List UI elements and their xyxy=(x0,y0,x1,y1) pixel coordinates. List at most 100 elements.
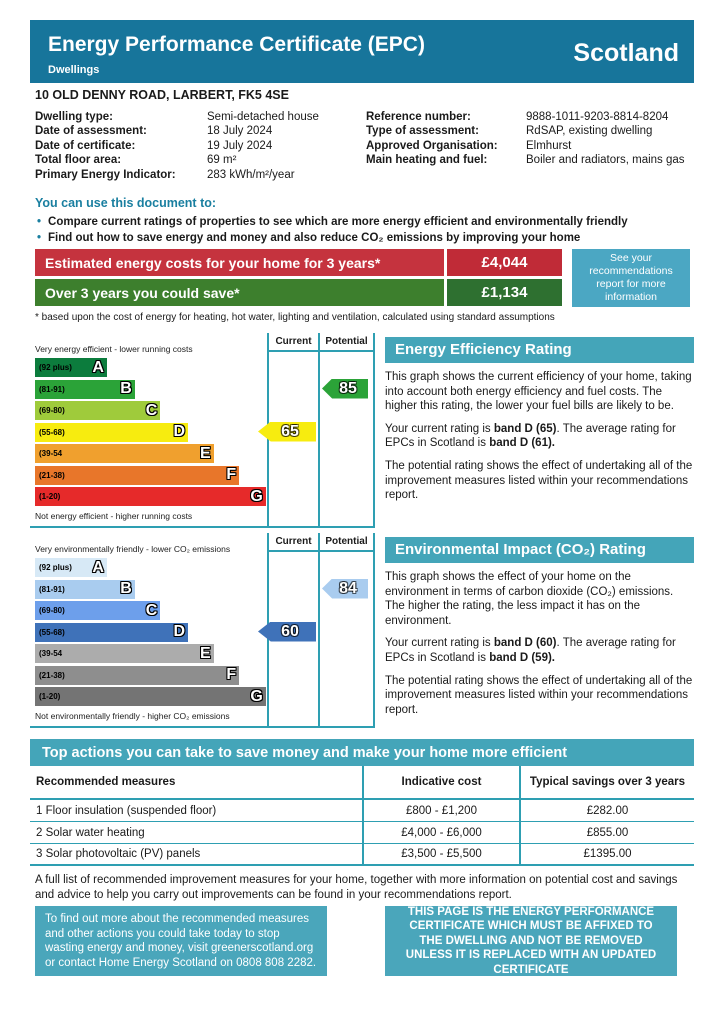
band-letter: A xyxy=(92,358,104,376)
field-value: 18 July 2024 xyxy=(207,125,273,138)
column-header: Recommended measures xyxy=(30,766,362,800)
cost-value: £1,134 xyxy=(447,279,562,306)
find-out-more-box: To find out more about the recommended m… xyxy=(35,906,327,976)
field-label: Total floor area: xyxy=(35,154,122,167)
energy-efficiency-chart: Current Potential Very energy efficient … xyxy=(30,333,375,528)
band-letter: F xyxy=(226,666,237,683)
potential-rating-arrow: 84 xyxy=(322,578,368,599)
section-paragraph: This graph shows the current efficiency … xyxy=(385,371,692,413)
column-header-potential: Potential xyxy=(325,536,368,547)
band-row: (1-20) G xyxy=(35,687,266,706)
column-header-current: Current xyxy=(275,536,312,547)
band-row: (69-80) C xyxy=(35,401,161,420)
band-letter: E xyxy=(199,444,211,462)
bullet-text: Find out how to save energy and money an… xyxy=(48,231,581,244)
affix-notice-box: THIS PAGE IS THE ENERGY PERFORMANCE CERT… xyxy=(385,906,677,976)
chart-divider xyxy=(318,533,320,728)
band-range: (1-20) xyxy=(39,692,61,701)
field-value: RdSAP, existing dwelling xyxy=(526,125,653,138)
band-letter: D xyxy=(173,423,186,440)
text-segment: . The average rating for EPCs in Scotlan… xyxy=(385,637,676,664)
recommendations-note-box: See your recommendations report for more… xyxy=(572,249,690,307)
table-cell-measure: 3 Solar photovoltaic (PV) panels xyxy=(30,844,362,866)
table-cell-measure: 1 Floor insulation (suspended floor) xyxy=(30,800,362,822)
details-right-column: Reference number: 9888-1011-9203-8814-820… xyxy=(366,110,694,168)
field-label: Dwelling type: xyxy=(35,111,113,123)
band-range: (92 plus) xyxy=(39,363,72,372)
chart-divider xyxy=(318,333,320,528)
field-value: 283 kWh/m²/year xyxy=(207,168,295,181)
chart-divider xyxy=(373,333,375,528)
section-paragraph: The potential rating shows the effect of… xyxy=(385,459,693,502)
rating-bands: (92 plus) A (81-91) B (69-80) C (55-68) D (3… xyxy=(35,358,267,509)
band-row: (21-38) F xyxy=(35,465,240,485)
section-paragraph: The potential rating shows the effect of… xyxy=(385,674,693,716)
band-row: (39-54 E xyxy=(35,444,214,463)
band-row: (69-80) C xyxy=(35,601,161,620)
field-value: Boiler and radiators, mains gas xyxy=(526,154,685,167)
band-letter: C xyxy=(145,601,158,619)
table-cell-cost: £4,000 - £6,000 xyxy=(362,822,519,844)
field-label: Date of assessment: xyxy=(35,125,147,138)
current-band-text: band D (65) xyxy=(493,422,557,435)
band-row: (55-68) D xyxy=(35,622,189,642)
cost-label: Estimated energy costs for your home for… xyxy=(35,249,444,276)
environmental-impact-section: Environmental Impact (CO₂) Rating This g… xyxy=(385,537,694,717)
field-value: Elmhurst xyxy=(526,139,572,152)
page-title: Energy Performance Certificate (EPC) xyxy=(48,33,425,56)
field-value: 69 m² xyxy=(207,154,237,167)
band-row: (21-38) F xyxy=(35,665,240,685)
band-row: (92 plus) A xyxy=(35,358,107,377)
band-range: (92 plus) xyxy=(39,563,72,572)
band-range: (21-38) xyxy=(39,470,65,480)
band-range: (55-68) xyxy=(39,427,65,437)
field-value: Semi-detached house xyxy=(207,111,319,123)
potential-rating-arrow: 85 xyxy=(322,378,368,399)
top-actions-table: Recommended measures Indicative cost Typ… xyxy=(30,766,694,866)
band-row: (39-54 E xyxy=(35,644,214,663)
band-range: (81-91) xyxy=(39,384,65,394)
usage-heading: You can use this document to: xyxy=(35,196,217,210)
band-range: (55-68) xyxy=(39,627,65,637)
chart-top-label: Very energy efficient - lower running co… xyxy=(35,344,193,354)
average-band-text: band D (59). xyxy=(489,651,555,664)
table-cell-savings: £1395.00 xyxy=(519,844,694,866)
field-label: Reference number: xyxy=(366,111,471,123)
band-letter: G xyxy=(250,687,263,705)
average-band-text: band D (61). xyxy=(489,437,555,450)
property-address: 10 OLD DENNY ROAD, LARBERT, FK5 4SE xyxy=(35,88,289,102)
current-band-text: band D (60) xyxy=(493,637,557,650)
text-segment: Your current rating is xyxy=(385,637,494,650)
table-cell-measure: 2 Solar water heating xyxy=(30,822,362,844)
band-letter: B xyxy=(120,580,132,597)
column-header: Indicative cost xyxy=(362,766,519,800)
chart-bottom-label: Not environmentally friendly - higher CO… xyxy=(35,711,230,721)
text-segment: Your current rating is xyxy=(385,422,494,435)
chart-top-label: Very environmentally friendly - lower CO… xyxy=(35,544,231,554)
full-list-note: A full list of recommended improvement m… xyxy=(35,874,678,901)
section-title: Energy Efficiency Rating xyxy=(385,337,694,363)
section-paragraph: This graph shows the effect of your home… xyxy=(385,571,674,627)
band-row: (1-20) G xyxy=(35,487,266,506)
current-rating-arrow: 65 xyxy=(258,421,316,442)
top-actions-header: Top actions you can take to save money a… xyxy=(30,739,694,766)
table-cell-cost: £3,500 - £5,500 xyxy=(362,844,519,866)
cost-value: £4,044 xyxy=(447,249,562,276)
field-value: 9888-1011-9203-8814-8204 xyxy=(526,111,669,123)
column-header-current: Current xyxy=(275,336,312,347)
usage-bullets: Compare current ratings of properties to… xyxy=(37,216,687,247)
text-segment: . The average rating for EPCs in Scotlan… xyxy=(385,422,676,450)
field-label: Primary Energy Indicator: xyxy=(35,168,176,181)
cost-label: Over 3 years you could save* xyxy=(35,279,444,306)
field-label: Date of certificate: xyxy=(35,139,136,152)
band-range: (69-80) xyxy=(39,606,65,615)
page-subtitle: Dwellings xyxy=(48,64,100,76)
costs-footnote: * based upon the cost of energy for heat… xyxy=(35,312,555,323)
chart-bottom-label: Not energy efficient - higher running co… xyxy=(35,511,193,521)
table-cell-savings: £282.00 xyxy=(519,800,694,822)
table-cell-cost: £800 - £1,200 xyxy=(362,800,519,822)
band-range: (39-54 xyxy=(39,449,63,458)
chart-divider xyxy=(373,533,375,728)
details-left-column: Dwelling type: Semi-detached house Date o… xyxy=(35,110,365,182)
column-header-potential: Potential xyxy=(325,336,368,347)
